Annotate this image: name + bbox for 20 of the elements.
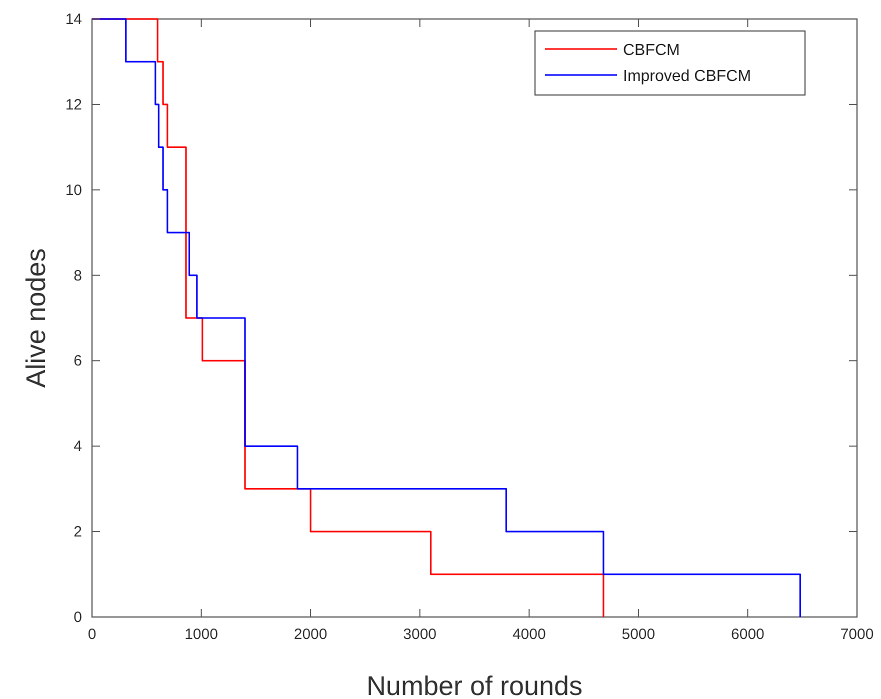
x-tick-label: 6000 <box>731 626 764 643</box>
x-tick-label: 3000 <box>403 626 437 643</box>
y-tick-label: 14 <box>65 11 82 28</box>
y-tick-label: 4 <box>74 438 82 456</box>
y-tick-label: 2 <box>74 524 82 541</box>
y-tick-label: 12 <box>65 96 82 114</box>
y-tick-label: 0 <box>74 609 82 626</box>
x-tick-label: 5000 <box>622 626 656 643</box>
legend-label: Improved CBFCM <box>623 68 752 85</box>
y-tick-label: 8 <box>74 267 82 284</box>
legend-label: CBFCM <box>623 42 680 59</box>
x-tick-label: 0 <box>88 626 96 643</box>
x-tick-label: 7000 <box>840 626 874 643</box>
y-tick-label: 6 <box>74 352 82 370</box>
x-tick-label: 2000 <box>294 626 328 643</box>
x-axis-title: Number of rounds <box>366 671 583 699</box>
x-tick-label: 4000 <box>512 626 546 643</box>
y-tick-label: 10 <box>65 182 82 199</box>
x-tick-label: 1000 <box>184 626 218 643</box>
y-axis-title: Alive nodes <box>21 248 51 388</box>
